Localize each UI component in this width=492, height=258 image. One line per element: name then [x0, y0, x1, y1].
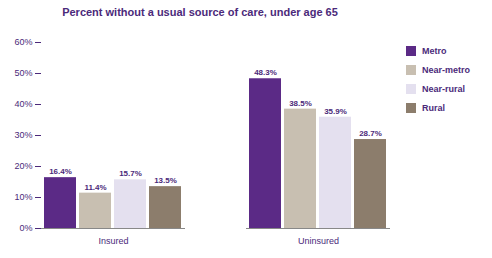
svg-text:48.3%: 48.3% [254, 68, 277, 77]
svg-text:16.4%: 16.4% [49, 167, 72, 176]
html-text:Metro: Metro [422, 46, 447, 56]
svg-text:20%: 20% [14, 161, 32, 171]
svg-text:13.5%: 13.5% [154, 176, 177, 185]
svg-text:11.4%: 11.4% [84, 183, 106, 192]
svg-text:60%: 60% [14, 37, 32, 47]
svg-text:0%: 0% [19, 223, 32, 233]
svg-text:40%: 40% [14, 99, 32, 109]
html-text:Rural: Rural [422, 103, 445, 113]
html-text:Percent without a usual source: Percent without a usual source of care, … [62, 6, 338, 18]
svg-text:30%: 30% [14, 130, 32, 140]
svg-text:38.5%: 38.5% [289, 99, 312, 108]
svg-text:Insured: Insured [98, 236, 128, 246]
svg-text:28.7%: 28.7% [359, 129, 382, 138]
svg-text:35.9%: 35.9% [324, 107, 347, 116]
html-text:Near-metro: Near-metro [422, 65, 470, 75]
svg-text:50%: 50% [14, 68, 32, 78]
svg-text:10%: 10% [14, 192, 32, 202]
svg-text:Uninsured: Uninsured [298, 236, 339, 246]
svg-text:15.7%: 15.7% [119, 169, 142, 178]
html-text:Near-rural: Near-rural [422, 84, 465, 94]
